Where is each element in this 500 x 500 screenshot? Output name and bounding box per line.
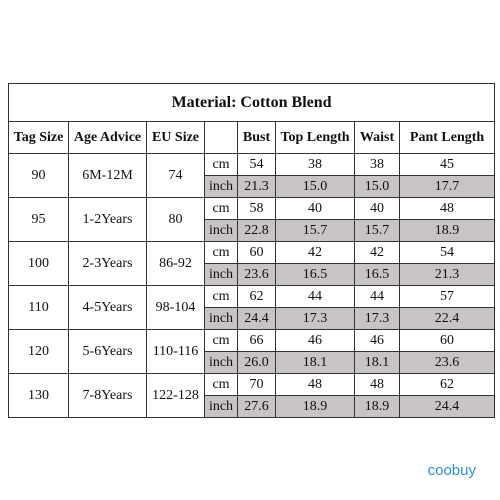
- age-advice-cell: 2-3Years: [68, 241, 147, 286]
- header-bust: Bust: [237, 121, 276, 154]
- tag-size-cell: 95: [8, 197, 69, 242]
- header-age-advice: Age Advice: [68, 121, 147, 154]
- pant-length-cm-cell: 62: [398, 373, 496, 396]
- bust-cm-cell: 58: [237, 197, 276, 220]
- top-length-inch-cell: 16.5: [275, 263, 355, 286]
- header-waist: Waist: [354, 121, 400, 154]
- header-pant-length: Pant Length: [398, 121, 496, 154]
- top-length-cm-cell: 46: [275, 329, 355, 352]
- top-length-cm-cell: 40: [275, 197, 355, 220]
- bust-inch-cell: 26.0: [237, 351, 276, 374]
- unit-cell-inch: inch: [204, 307, 238, 330]
- waist-inch-cell: 18.1: [354, 351, 400, 374]
- table-row-cm: 90 6M-12M 74 cm 54 38 38 45: [8, 153, 496, 198]
- bust-inch-cell: 23.6: [237, 263, 276, 286]
- unit-cell-inch: inch: [204, 395, 238, 418]
- header-row: Tag Size Age Advice EU Size Bust Top Len…: [8, 121, 496, 154]
- tag-size-cell: 120: [8, 329, 69, 374]
- waist-inch-cell: 16.5: [354, 263, 400, 286]
- unit-cell-inch: inch: [204, 175, 238, 198]
- unit-cell-cm: cm: [204, 329, 238, 352]
- bust-cm-cell: 54: [237, 153, 276, 176]
- top-length-inch-cell: 18.1: [275, 351, 355, 374]
- pant-length-cm-cell: 48: [398, 197, 496, 220]
- waist-cm-cell: 48: [354, 373, 400, 396]
- eu-size-cell: 80: [146, 197, 205, 242]
- top-length-cm-cell: 42: [275, 241, 355, 264]
- waist-inch-cell: 15.7: [354, 219, 400, 242]
- size-chart-table: Material: Cotton Blend Tag Size Age Advi…: [7, 83, 496, 418]
- bust-inch-cell: 24.4: [237, 307, 276, 330]
- eu-size-cell: 86-92: [146, 241, 205, 286]
- header-eu-size: EU Size: [146, 121, 205, 154]
- unit-cell-cm: cm: [204, 197, 238, 220]
- table-row-cm: 100 2-3Years 86-92 cm 60 42 42 54: [8, 241, 496, 286]
- eu-size-cell: 110-116: [146, 329, 205, 374]
- unit-cell-cm: cm: [204, 153, 238, 176]
- header-top-length: Top Length: [275, 121, 355, 154]
- age-advice-cell: 4-5Years: [68, 285, 147, 330]
- pant-length-cm-cell: 54: [398, 241, 496, 264]
- unit-cell-cm: cm: [204, 373, 238, 396]
- age-advice-cell: 6M-12M: [68, 153, 147, 198]
- unit-cell-cm: cm: [204, 241, 238, 264]
- top-length-inch-cell: 15.0: [275, 175, 355, 198]
- waist-cm-cell: 46: [354, 329, 400, 352]
- watermark-text: coobuy: [427, 462, 476, 479]
- pant-length-cm-cell: 45: [398, 153, 496, 176]
- pant-length-inch-cell: 24.4: [398, 395, 496, 418]
- bust-inch-cell: 27.6: [237, 395, 276, 418]
- top-length-cm-cell: 38: [275, 153, 355, 176]
- top-length-inch-cell: 17.3: [275, 307, 355, 330]
- top-length-cm-cell: 44: [275, 285, 355, 308]
- pant-length-inch-cell: 22.4: [398, 307, 496, 330]
- waist-cm-cell: 42: [354, 241, 400, 264]
- table-row-cm: 130 7-8Years 122-128 cm 70 48 48 62: [8, 373, 496, 418]
- pant-length-cm-cell: 60: [398, 329, 496, 352]
- bust-cm-cell: 70: [237, 373, 276, 396]
- tag-size-cell: 100: [8, 241, 69, 286]
- tag-size-cell: 130: [8, 373, 69, 418]
- eu-size-cell: 74: [146, 153, 205, 198]
- bust-cm-cell: 62: [237, 285, 276, 308]
- eu-size-cell: 98-104: [146, 285, 205, 330]
- pant-length-inch-cell: 23.6: [398, 351, 496, 374]
- pant-length-cm-cell: 57: [398, 285, 496, 308]
- waist-cm-cell: 44: [354, 285, 400, 308]
- waist-inch-cell: 18.9: [354, 395, 400, 418]
- unit-cell-inch: inch: [204, 351, 238, 374]
- table-row-cm: 120 5-6Years 110-116 cm 66 46 46 60: [8, 329, 496, 374]
- top-length-cm-cell: 48: [275, 373, 355, 396]
- pant-length-inch-cell: 18.9: [398, 219, 496, 242]
- header-unit: [204, 121, 238, 154]
- top-length-inch-cell: 15.7: [275, 219, 355, 242]
- waist-cm-cell: 38: [354, 153, 400, 176]
- unit-cell-inch: inch: [204, 263, 238, 286]
- bust-cm-cell: 60: [237, 241, 276, 264]
- waist-inch-cell: 17.3: [354, 307, 400, 330]
- bust-inch-cell: 22.8: [237, 219, 276, 242]
- pant-length-inch-cell: 21.3: [398, 263, 496, 286]
- table-row-cm: 110 4-5Years 98-104 cm 62 44 44 57: [8, 285, 496, 330]
- age-advice-cell: 5-6Years: [68, 329, 147, 374]
- table-row-inch: inch 27.6 18.9 18.9 24.4: [8, 395, 496, 418]
- age-advice-cell: 7-8Years: [68, 373, 147, 418]
- bust-inch-cell: 21.3: [237, 175, 276, 198]
- top-length-inch-cell: 18.9: [275, 395, 355, 418]
- table-title: Material: Cotton Blend: [7, 83, 496, 122]
- table-row-inch: inch 24.4 17.3 17.3 22.4: [8, 307, 496, 330]
- eu-size-cell: 122-128: [146, 373, 205, 418]
- bust-cm-cell: 66: [237, 329, 276, 352]
- waist-cm-cell: 40: [354, 197, 400, 220]
- unit-cell-cm: cm: [204, 285, 238, 308]
- tag-size-cell: 90: [8, 153, 69, 198]
- pant-length-inch-cell: 17.7: [398, 175, 496, 198]
- table-row-cm: 95 1-2Years 80 cm 58 40 40 48: [8, 197, 496, 242]
- header-tag-size: Tag Size: [8, 121, 69, 154]
- waist-inch-cell: 15.0: [354, 175, 400, 198]
- unit-cell-inch: inch: [204, 219, 238, 242]
- age-advice-cell: 1-2Years: [68, 197, 147, 242]
- tag-size-cell: 110: [8, 285, 69, 330]
